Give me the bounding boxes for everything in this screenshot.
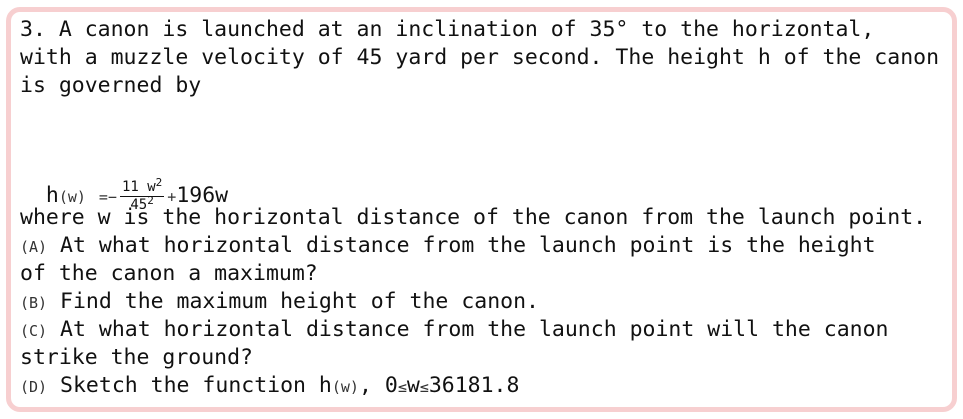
part-line: of the canon a maximum? — [20, 261, 318, 286]
part-line: (B) Find the maximum height of the canon… — [20, 288, 539, 317]
denominator-exp: 2 — [147, 193, 154, 207]
fraction: 11 w2 452 — [119, 175, 165, 214]
part-text: At what horizontal distance from the lau… — [60, 233, 876, 258]
part-text: At what horizontal distance from the lau… — [60, 317, 889, 342]
formula-term: 196w — [176, 183, 229, 208]
formula-eq: =− — [98, 188, 117, 206]
part-label: (B) — [20, 294, 48, 312]
part-arg: (w) — [331, 378, 359, 396]
part-text: Sketch the function h — [60, 373, 332, 398]
part-line: strike the ground? — [20, 345, 253, 370]
where-line: where w is the horizontal distance of th… — [20, 205, 927, 230]
numerator-exp: 2 — [155, 175, 163, 189]
problem-card — [6, 7, 957, 412]
part-text: Find the maximum height of the canon. — [60, 289, 539, 314]
part-line: (C) At what horizontal distance from the… — [20, 316, 888, 345]
formula-arg: (w) — [58, 188, 86, 206]
domain-end: 36181.8 — [428, 373, 520, 398]
denominator-base: 45 — [130, 196, 148, 213]
le-sign: ≤ — [419, 378, 429, 396]
formula: h(w) =− 11 w2 452 +196w — [20, 130, 228, 219]
intro-line: with a muzzle velocity of 45 yard per se… — [20, 45, 940, 70]
part-label: (D) — [20, 378, 48, 396]
part-label: (A) — [20, 238, 48, 256]
part-line: (A) At what horizontal distance from the… — [20, 232, 876, 261]
intro-line: 3. A canon is launched at an inclination… — [20, 17, 875, 42]
denominator: 452 — [130, 193, 154, 214]
domain-var: w — [406, 373, 420, 398]
formula-plus: + — [167, 188, 177, 206]
numerator: 11 w2 — [119, 175, 165, 197]
le-sign: ≤ — [397, 378, 407, 396]
formula-lhs: h — [45, 183, 59, 208]
intro-line: is governed by — [20, 73, 202, 98]
part-label: (C) — [20, 322, 48, 340]
domain-start: , 0 — [358, 373, 398, 398]
numerator-base: 11 w — [121, 178, 156, 195]
part-line: (D) Sketch the function h(w), 0≤w≤36181.… — [20, 372, 519, 401]
